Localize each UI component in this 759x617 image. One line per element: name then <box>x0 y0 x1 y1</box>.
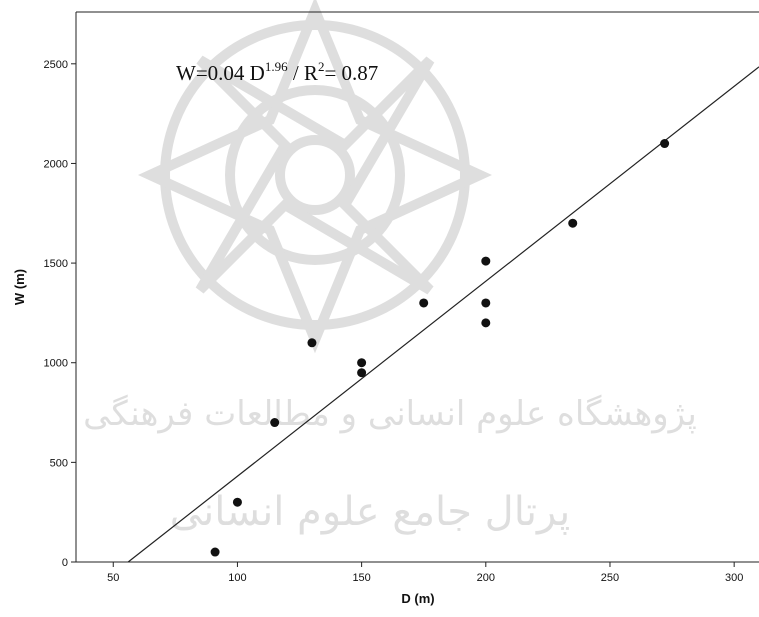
data-point <box>357 368 367 378</box>
data-point <box>568 218 578 228</box>
data-points <box>210 139 670 557</box>
x-axis-title: D (m) <box>401 591 434 606</box>
y-axis-ticks: 0 500 1000 1500 2000 2500 <box>44 59 76 569</box>
x-tick-label: 200 <box>477 572 495 584</box>
equation-exponent: 1.96 <box>265 59 288 74</box>
data-point <box>481 318 491 328</box>
data-point <box>419 298 429 308</box>
x-axis-ticks: 50 100 150 200 250 300 <box>107 562 743 584</box>
regression-equation: W=0.04 D1.96 / R2= 0.87 <box>176 59 378 85</box>
data-point <box>210 547 220 557</box>
data-point <box>270 418 280 428</box>
y-tick-label: 500 <box>50 457 68 469</box>
x-tick-label: 250 <box>601 572 619 584</box>
equation-prefix: W=0.04 D <box>176 61 265 85</box>
data-point <box>357 358 367 368</box>
x-tick-label: 300 <box>725 572 743 584</box>
watermark-line-1: پژوهشگاه علوم انسانی و مطالعات فرهنگی <box>83 394 697 434</box>
data-point <box>481 298 491 308</box>
watermark-line-2: پرتال جامع علوم انسانی <box>170 489 571 535</box>
y-tick-label: 2000 <box>44 158 68 170</box>
x-tick-label: 100 <box>228 572 246 584</box>
data-point <box>307 338 317 348</box>
watermark-emblem <box>137 0 493 354</box>
watermark-text: پژوهشگاه علوم انسانی و مطالعات فرهنگی پر… <box>83 394 697 535</box>
equation-suffix: = 0.87 <box>324 61 378 85</box>
equation-middle: / R <box>288 61 318 85</box>
data-point <box>660 139 670 149</box>
data-point <box>481 256 491 266</box>
x-tick-label: 150 <box>352 572 370 584</box>
y-tick-label: 1500 <box>44 258 68 270</box>
x-tick-label: 50 <box>107 572 119 584</box>
y-tick-label: 2500 <box>44 59 68 71</box>
y-tick-label: 0 <box>62 557 68 569</box>
y-tick-label: 1000 <box>44 358 68 370</box>
data-point <box>232 497 242 507</box>
r-squared-exponent: 2 <box>318 59 325 74</box>
y-axis-title: W (m) <box>12 269 27 305</box>
regression-line <box>127 66 759 563</box>
